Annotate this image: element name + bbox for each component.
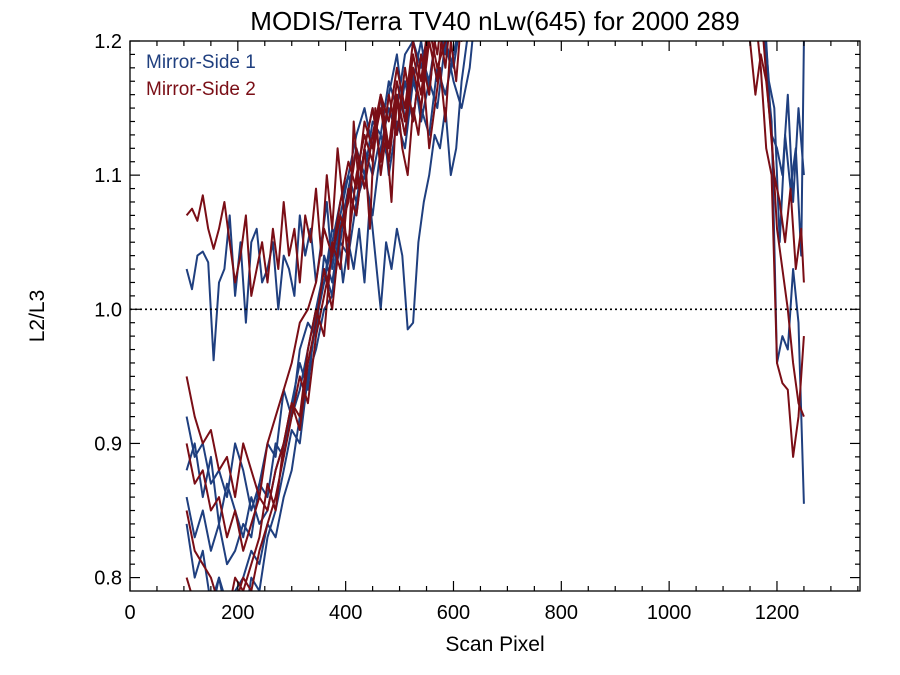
series-line <box>185 41 469 362</box>
series-1 <box>185 41 805 591</box>
y-tick-label: 1.1 <box>94 165 122 187</box>
series-line <box>762 41 805 283</box>
x-tick-label: 0 <box>124 602 135 624</box>
series-line <box>749 41 805 417</box>
series-line <box>185 41 450 591</box>
y-axis-label: L2/L3 <box>26 290 49 343</box>
x-axis: 0 200 400 600 800 1000 1200 <box>124 41 859 624</box>
x-tick-label: 1200 <box>755 602 800 624</box>
series-line <box>757 41 805 458</box>
series-line <box>185 41 455 499</box>
y-tick-label: 0.9 <box>94 433 122 455</box>
y-tick-label: 1.2 <box>94 31 122 53</box>
legend-item: Mirror-Side 2 <box>146 79 256 100</box>
y-axis: 0.8 0.9 1.0 1.1 1.2 <box>94 31 860 590</box>
y-tick-label: 1.0 <box>94 299 122 321</box>
plot-frame <box>129 40 861 592</box>
x-tick-label: 800 <box>545 602 578 624</box>
series-layer <box>185 41 805 591</box>
x-tick-label: 600 <box>437 602 470 624</box>
series-line <box>185 41 459 512</box>
x-axis-label: Scan Pixel <box>445 633 544 656</box>
series-line <box>185 41 440 591</box>
legend: Mirror-Side 1 Mirror-Side 2 <box>146 52 256 100</box>
series-line <box>764 41 805 257</box>
series-line <box>185 41 461 297</box>
x-tick-label: 200 <box>221 602 254 624</box>
series-2 <box>185 41 805 591</box>
x-tick-label: 400 <box>329 602 362 624</box>
chart-title: MODIS/Terra TV40 nLw(645) for 2000 289 <box>250 6 739 36</box>
y-tick-label: 0.8 <box>94 568 122 590</box>
legend-item: Mirror-Side 1 <box>146 52 256 73</box>
x-tick-label: 1000 <box>647 602 692 624</box>
